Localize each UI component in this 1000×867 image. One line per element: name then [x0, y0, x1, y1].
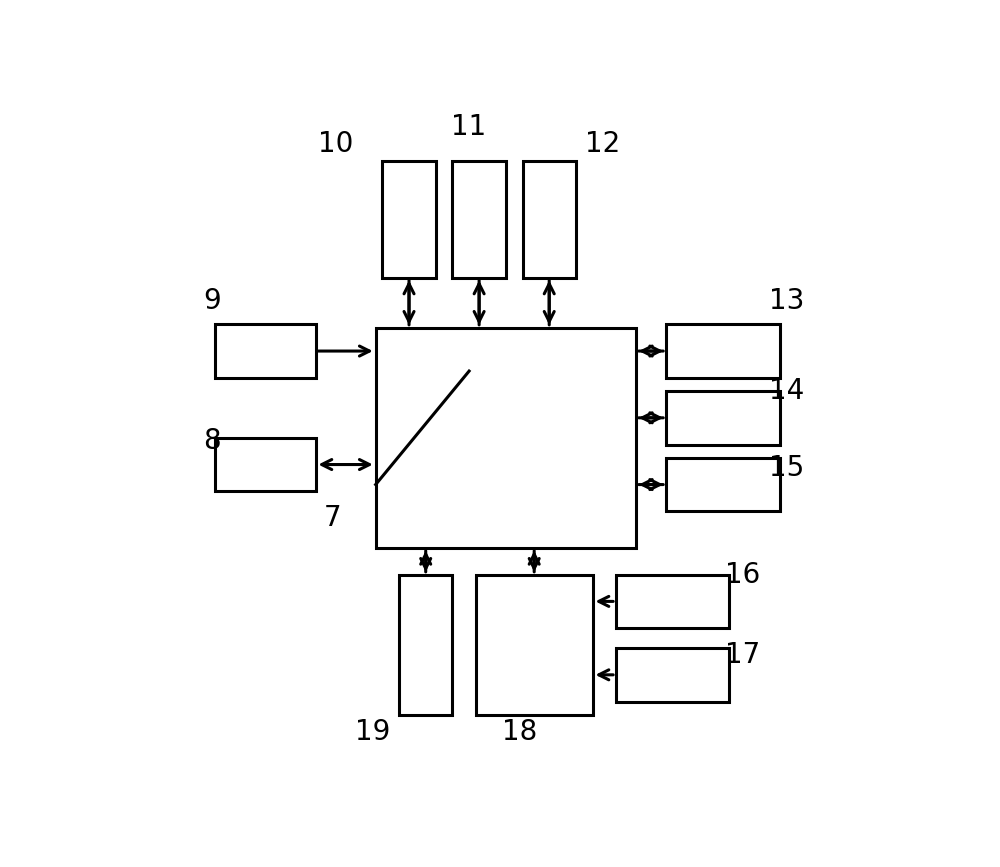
FancyBboxPatch shape — [399, 575, 452, 715]
Text: 7: 7 — [323, 504, 341, 532]
Text: 9: 9 — [203, 287, 221, 315]
Text: 19: 19 — [355, 718, 390, 746]
FancyBboxPatch shape — [215, 324, 316, 378]
FancyBboxPatch shape — [616, 575, 729, 628]
FancyBboxPatch shape — [666, 391, 780, 445]
Text: 12: 12 — [585, 130, 620, 158]
Text: 13: 13 — [769, 287, 804, 315]
FancyBboxPatch shape — [452, 160, 506, 277]
Text: 18: 18 — [502, 718, 537, 746]
FancyBboxPatch shape — [666, 324, 780, 378]
Text: 14: 14 — [769, 377, 804, 405]
Text: 16: 16 — [725, 561, 760, 589]
FancyBboxPatch shape — [215, 438, 316, 492]
FancyBboxPatch shape — [666, 458, 780, 512]
FancyBboxPatch shape — [476, 575, 593, 715]
FancyBboxPatch shape — [382, 160, 436, 277]
FancyBboxPatch shape — [376, 328, 636, 548]
Text: 15: 15 — [769, 454, 804, 482]
Text: 10: 10 — [318, 130, 353, 158]
Text: 17: 17 — [725, 641, 760, 668]
Text: 8: 8 — [203, 427, 221, 455]
FancyBboxPatch shape — [523, 160, 576, 277]
FancyBboxPatch shape — [616, 649, 729, 701]
Text: 11: 11 — [451, 114, 487, 141]
